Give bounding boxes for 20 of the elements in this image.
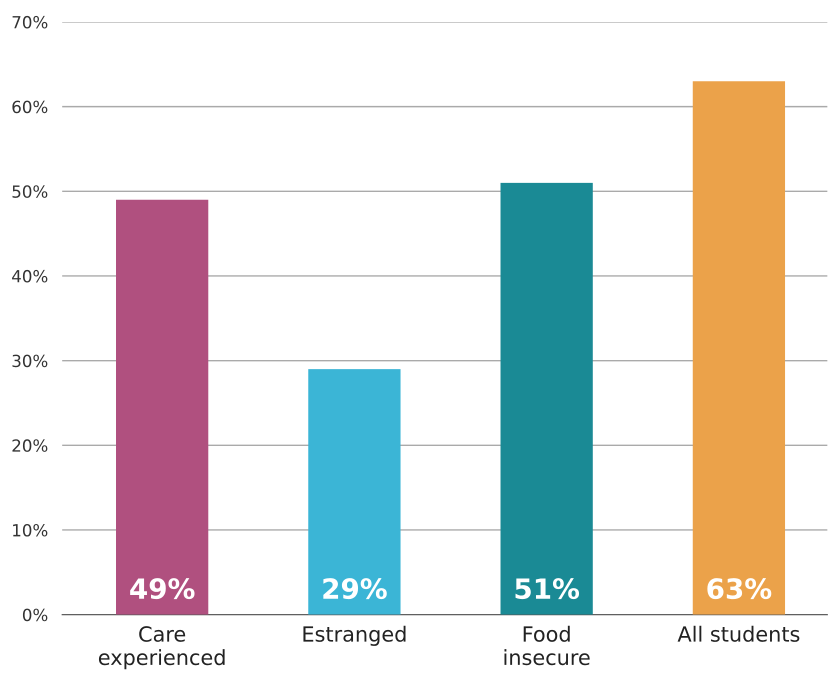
x-tick-label: All students [678,626,800,642]
y-tick-label: 10% [13,524,48,537]
bar [692,81,786,615]
data-label: 49% [130,578,195,600]
data-label: 29% [323,578,387,600]
bar [500,182,593,615]
x-tick-label: Care experienced [98,626,225,670]
y-tick-label: 70% [12,16,48,29]
y-tick-label: 0% [22,608,48,622]
y-tick-label: 40% [12,270,48,283]
y-tick-label: 60% [12,100,48,114]
x-tick-label: Food insecure [504,626,590,666]
y-tick-label: 30% [12,354,48,368]
data-label: 63% [707,578,772,600]
x-tick-label: Estranged [303,626,406,646]
y-tick-label: 50% [12,185,48,198]
y-tick-label: 20% [12,439,48,452]
bar [116,200,208,615]
bar [308,369,401,615]
data-label: 51% [516,578,580,600]
